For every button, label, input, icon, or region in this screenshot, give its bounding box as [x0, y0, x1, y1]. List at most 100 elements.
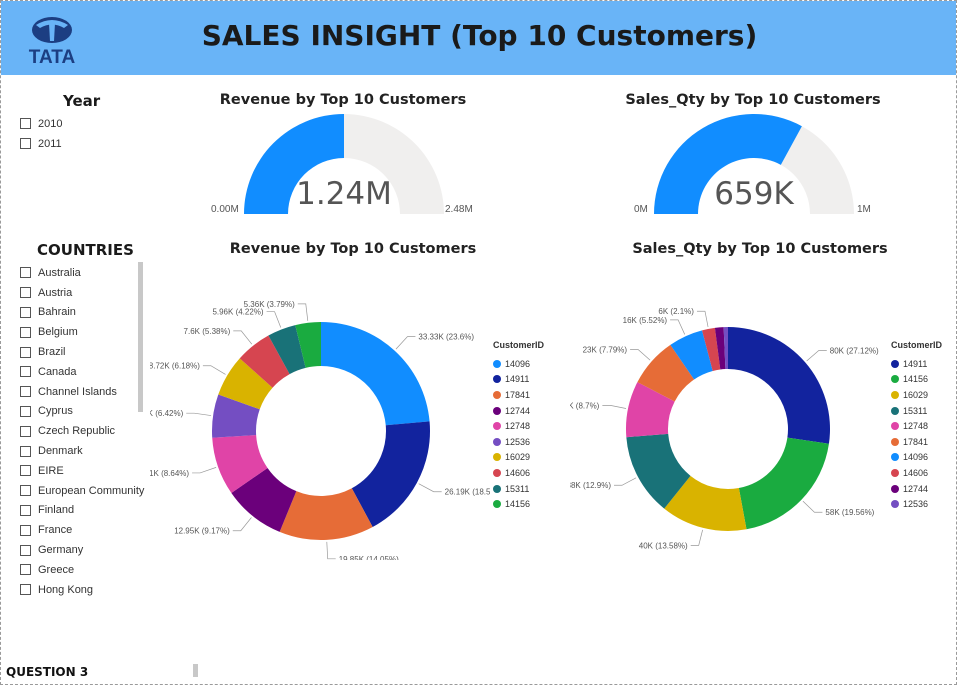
- leader-line: [202, 365, 226, 375]
- qty-gauge[interactable]: [642, 110, 867, 220]
- checkbox[interactable]: [20, 504, 31, 516]
- countries-slicer-title: COUNTRIES: [37, 241, 134, 259]
- legend-item[interactable]: 14606: [891, 465, 942, 481]
- country-option[interactable]: Bahrain: [20, 303, 144, 323]
- leader-line: [233, 330, 253, 345]
- country-option[interactable]: Austria: [20, 283, 144, 303]
- checkbox[interactable]: [20, 138, 31, 150]
- legend-item[interactable]: 15311: [891, 403, 942, 419]
- legend-item[interactable]: 15311: [493, 481, 544, 497]
- country-option[interactable]: Canada: [20, 362, 144, 382]
- legend-item[interactable]: 14911: [493, 372, 544, 388]
- checkbox[interactable]: [20, 306, 31, 318]
- country-option[interactable]: Greece: [20, 560, 144, 580]
- checkbox[interactable]: [20, 405, 31, 417]
- legend-item[interactable]: 12748: [891, 418, 942, 434]
- page-scroll-handle[interactable]: [193, 664, 198, 677]
- revenue-gauge-fill[interactable]: [244, 114, 344, 214]
- country-option[interactable]: France: [20, 520, 144, 540]
- donut-slice[interactable]: [626, 382, 675, 438]
- country-option[interactable]: Australia: [20, 263, 144, 283]
- legend-item[interactable]: 12744: [891, 481, 942, 497]
- checkbox[interactable]: [20, 465, 31, 477]
- checkbox[interactable]: [20, 386, 31, 398]
- donut-slice[interactable]: [279, 488, 373, 540]
- donut-slice[interactable]: [714, 327, 726, 370]
- legend-item[interactable]: 14606: [493, 465, 544, 481]
- leader-line: [418, 483, 442, 493]
- checkbox[interactable]: [20, 445, 31, 457]
- legend-item[interactable]: 12744: [493, 403, 544, 419]
- donut-slice[interactable]: [664, 475, 747, 531]
- legend-item[interactable]: 14911: [891, 356, 942, 372]
- countries-slicer: Australia Austria Bahrain Belgium Brazil Cana…: [20, 263, 144, 600]
- leader-line: [806, 350, 827, 362]
- checkbox[interactable]: [20, 346, 31, 358]
- checkbox[interactable]: [20, 524, 31, 536]
- country-option[interactable]: EIRE: [20, 461, 144, 481]
- revenue-gauge[interactable]: [232, 110, 457, 220]
- checkbox[interactable]: [20, 287, 31, 299]
- country-option[interactable]: Brazil: [20, 342, 144, 362]
- country-option[interactable]: Finland: [20, 501, 144, 521]
- legend-item[interactable]: 12536: [493, 434, 544, 450]
- checkbox[interactable]: [20, 267, 31, 279]
- donut-slice[interactable]: [738, 437, 829, 530]
- legend-dot: [493, 375, 501, 384]
- country-option[interactable]: Germany: [20, 540, 144, 560]
- donut-slice[interactable]: [239, 335, 290, 388]
- donut-slice[interactable]: [728, 327, 830, 444]
- year-option[interactable]: 2011: [20, 134, 62, 154]
- legend-dot: [493, 359, 501, 368]
- slicer-scrollbar[interactable]: [138, 262, 143, 412]
- donut-slice[interactable]: [723, 327, 728, 370]
- donut-slice[interactable]: [702, 327, 721, 371]
- country-option[interactable]: Cyprus: [20, 402, 144, 422]
- checkbox[interactable]: [20, 544, 31, 556]
- leader-line: [670, 319, 686, 335]
- checkbox[interactable]: [20, 366, 31, 378]
- year-option[interactable]: 2010: [20, 114, 62, 134]
- legend-dot: [493, 500, 501, 509]
- country-option[interactable]: Hong Kong: [20, 580, 144, 600]
- revenue-donut-chart[interactable]: 33.33K (23.6%) 26.19K (18.54%) 19.85K (14.…: [150, 290, 490, 560]
- donut-slice[interactable]: [321, 322, 430, 426]
- legend-item[interactable]: 16029: [891, 387, 942, 403]
- donut-slice[interactable]: [637, 344, 695, 402]
- legend-item[interactable]: 14096: [493, 356, 544, 372]
- donut-slice[interactable]: [626, 433, 691, 509]
- qty-gauge-title: Sales_Qty by Top 10 Customers: [625, 92, 881, 108]
- qty-donut-chart[interactable]: 80K (27.12%) 58K (19.56%) 40K (13.58%) 38K …: [570, 302, 890, 562]
- donut-slice[interactable]: [295, 322, 321, 368]
- donut-slice[interactable]: [211, 394, 260, 438]
- donut-slice[interactable]: [351, 421, 430, 527]
- legend-item[interactable]: 12748: [493, 418, 544, 434]
- checkbox[interactable]: [20, 485, 31, 497]
- donut-slice[interactable]: [231, 467, 297, 532]
- donut-slice[interactable]: [212, 435, 268, 494]
- checkbox[interactable]: [20, 564, 31, 576]
- country-option[interactable]: Denmark: [20, 441, 144, 461]
- donut-slice[interactable]: [218, 358, 273, 410]
- legend-item[interactable]: 12536: [891, 496, 942, 512]
- legend-item[interactable]: 14156: [891, 372, 942, 388]
- country-option[interactable]: Belgium: [20, 322, 144, 342]
- legend-item[interactable]: 17841: [493, 387, 544, 403]
- legend-item[interactable]: 14156: [493, 496, 544, 512]
- leader-line: [186, 412, 212, 416]
- data-label: 16K (5.52%): [623, 316, 668, 325]
- country-option[interactable]: Czech Republic: [20, 421, 144, 441]
- legend-item[interactable]: 14096: [891, 450, 942, 466]
- country-option[interactable]: Channel Islands: [20, 382, 144, 402]
- donut-slice[interactable]: [670, 330, 713, 380]
- checkbox[interactable]: [20, 326, 31, 338]
- data-label: 26K (8.7%): [570, 401, 600, 410]
- checkbox[interactable]: [20, 584, 31, 596]
- legend-item[interactable]: 16029: [493, 450, 544, 466]
- checkbox[interactable]: [20, 425, 31, 437]
- donut-slice[interactable]: [268, 325, 306, 375]
- checkbox[interactable]: [20, 118, 31, 130]
- qty-gauge-fill[interactable]: [654, 114, 802, 214]
- legend-item[interactable]: 17841: [891, 434, 942, 450]
- country-option[interactable]: European Community: [20, 481, 144, 501]
